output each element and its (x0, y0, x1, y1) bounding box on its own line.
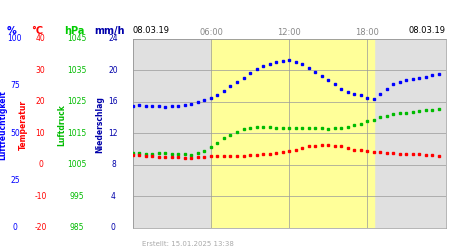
Text: 0: 0 (38, 160, 43, 169)
Text: %: % (6, 26, 16, 36)
Text: 20: 20 (36, 97, 45, 106)
Text: Luftfeuchtigkeit: Luftfeuchtigkeit (0, 90, 8, 160)
Text: 20: 20 (108, 66, 118, 75)
Text: -10: -10 (34, 192, 47, 200)
Text: 24: 24 (108, 34, 118, 43)
Text: 12: 12 (108, 128, 118, 138)
Text: Erstellt: 15.01.2025 13:38: Erstellt: 15.01.2025 13:38 (142, 242, 234, 248)
Text: 30: 30 (36, 66, 45, 75)
Text: 40: 40 (36, 34, 45, 43)
Text: 50: 50 (10, 128, 20, 138)
Text: 995: 995 (69, 192, 84, 200)
Text: Temperatur: Temperatur (19, 100, 28, 150)
Text: 1025: 1025 (67, 97, 86, 106)
Text: 16: 16 (108, 97, 118, 106)
Text: 0: 0 (13, 223, 17, 232)
Text: mm/h: mm/h (94, 26, 125, 36)
Text: 1045: 1045 (67, 34, 86, 43)
Text: 75: 75 (10, 82, 20, 90)
Text: Luftdruck: Luftdruck (58, 104, 67, 146)
Text: 08.03.19: 08.03.19 (133, 26, 170, 35)
Text: 985: 985 (69, 223, 84, 232)
Text: 100: 100 (8, 34, 22, 43)
Text: 10: 10 (36, 128, 45, 138)
Text: 0: 0 (111, 223, 116, 232)
Text: 1005: 1005 (67, 160, 86, 169)
Text: 25: 25 (10, 176, 20, 185)
Text: Niederschlag: Niederschlag (95, 96, 104, 154)
Text: 08.03.19: 08.03.19 (409, 26, 446, 35)
Text: °C: °C (32, 26, 43, 36)
Text: 1015: 1015 (67, 128, 86, 138)
Text: hPa: hPa (64, 26, 85, 36)
Bar (211, 39, 374, 228)
Text: 4: 4 (111, 192, 116, 200)
Text: 8: 8 (111, 160, 116, 169)
Text: 1035: 1035 (67, 66, 86, 75)
Text: -20: -20 (34, 223, 47, 232)
